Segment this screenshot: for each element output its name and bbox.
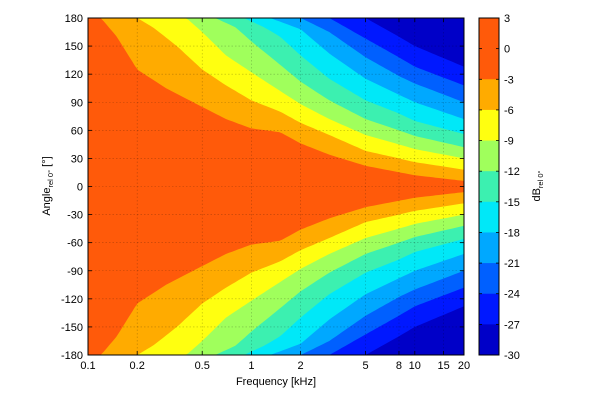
colorbar-tick-label: -15 <box>504 197 520 209</box>
colorbar-segment <box>479 263 499 295</box>
x-axis: 0.1 0.2 0.5 1 2 5 8 10 15 20 <box>80 18 470 372</box>
colorbar-tick-label: -24 <box>504 289 520 301</box>
y-tick-label: 150 <box>65 41 83 53</box>
x-tick-label: 0.2 <box>130 360 145 372</box>
colorbar-segment <box>479 324 499 356</box>
colorbar-segment <box>479 18 499 50</box>
x-tick-label: 0.1 <box>80 360 95 372</box>
x-tick-label: 15 <box>437 360 449 372</box>
colorbar-segment <box>479 109 499 142</box>
y-tick-label: 180 <box>65 13 83 25</box>
x-tick-label: 20 <box>458 360 470 372</box>
colorbar-segment <box>479 48 499 80</box>
y-tick-label: -150 <box>61 322 83 334</box>
plot-area <box>88 18 464 355</box>
x-tick-label: 2 <box>298 360 304 372</box>
heatmap-region-12dB <box>88 18 464 355</box>
x-axis-label: Frequency [kHz] <box>236 376 316 388</box>
colorbar-label: dBrel 0° <box>531 170 545 201</box>
y-tick-label: -60 <box>67 238 83 250</box>
colorbar-tick-label: -27 <box>504 319 520 331</box>
colorbar-ticks: 3 0 -3 -6 -9 -12 -15 -18 -21 -24 -27 -30 <box>479 13 520 362</box>
y-tick-label: -30 <box>67 210 83 222</box>
x-tick-label: 10 <box>409 360 421 372</box>
colorbar-tick-label: -12 <box>504 166 520 178</box>
colorbar-tick-label: 3 <box>504 13 510 25</box>
y-axis-label: Anglerel 0° [°] <box>41 156 55 215</box>
y-axis: 180 150 120 90 60 30 0 -30 -60 -90 -120 -150 -180 <box>61 13 464 362</box>
x-tick-label: 8 <box>396 360 402 372</box>
colorbar-segment <box>479 140 499 172</box>
colorbar-tick-label: 0 <box>504 44 510 56</box>
colorbar-tick-label: -21 <box>504 258 520 270</box>
y-tick-label: 120 <box>65 69 83 81</box>
colorbar-segment <box>479 201 499 233</box>
colorbar-tick-label: -6 <box>504 105 514 117</box>
y-tick-label: 0 <box>77 182 83 194</box>
x-tick-label: 0.5 <box>195 360 210 372</box>
colorbar-tick-label: -18 <box>504 227 520 239</box>
x-tick-label: 1 <box>248 360 254 372</box>
colorbar-segment <box>479 79 499 111</box>
heatmap-region-24dB <box>88 18 464 355</box>
y-tick-label: 90 <box>71 97 83 109</box>
y-tick-label: -180 <box>61 350 83 362</box>
colorbar-segment <box>479 171 499 203</box>
colorbar-tick-label: -3 <box>504 74 514 86</box>
y-tick-label: 60 <box>71 125 83 137</box>
colorbar-tick-label: -30 <box>504 350 520 362</box>
y-tick-label: -120 <box>61 294 83 306</box>
colorbar-frame <box>478 17 500 356</box>
y-tick-label: -90 <box>67 266 83 278</box>
colorbar-tick-label: -9 <box>504 136 514 148</box>
colorbar <box>479 18 499 356</box>
colorbar-segment <box>479 232 499 264</box>
x-tick-label: 5 <box>363 360 369 372</box>
y-tick-label: 30 <box>71 153 83 165</box>
grid-lines <box>88 18 464 355</box>
colorbar-segment <box>479 293 499 325</box>
